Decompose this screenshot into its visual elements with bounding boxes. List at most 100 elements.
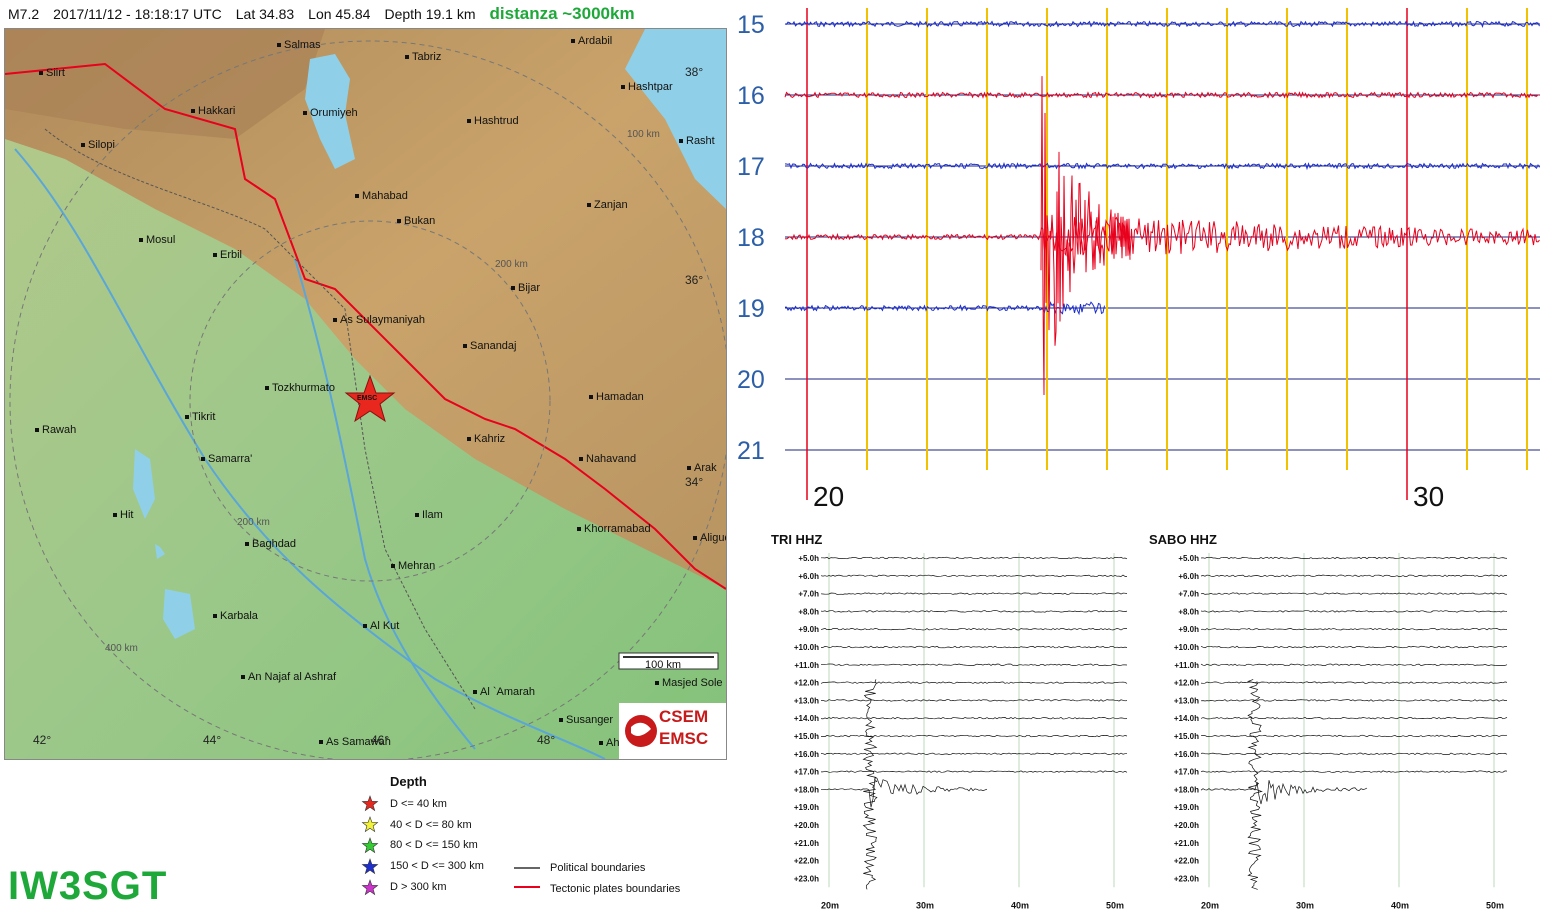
helicorder-hour-label: +13.0h	[794, 696, 819, 705]
helicorder-hour-label: +11.0h	[1174, 661, 1199, 670]
helicorder-hour-label: +5.0h	[798, 554, 819, 563]
helicorder-hour-label: +15.0h	[1174, 732, 1199, 741]
helicorder-hour-label: +16.0h	[1174, 750, 1199, 759]
helicorder-hour-label: +11.0h	[794, 661, 819, 670]
distance-ring-label: 100 km	[627, 129, 660, 140]
helicorder-trace	[820, 628, 1127, 631]
helicorder-trace	[1200, 663, 1508, 666]
city-label: Siirt	[39, 67, 65, 79]
drum-hour-label: 21	[737, 437, 765, 465]
drum-hour-label: 19	[737, 295, 765, 323]
helicorder-title: TRI HHZ	[771, 532, 822, 547]
city-label: An Najaf al Ashraf	[241, 671, 336, 683]
helicorder-minute-label: 40m	[1011, 901, 1029, 911]
helicorder-trace	[821, 770, 1128, 773]
helicorder-hour-label: +22.0h	[1174, 857, 1199, 866]
helicorder-trace	[1200, 770, 1508, 773]
city-label: Aligud	[693, 532, 726, 544]
helicorder-trace	[820, 592, 1128, 595]
helicorder-hour-label: +9.0h	[1178, 625, 1199, 634]
event-depth: Depth 19.1 km	[384, 6, 476, 22]
helicorder-minute-label: 20m	[821, 901, 839, 911]
city-label: Salmas	[277, 39, 321, 51]
legend-star-icons	[361, 795, 379, 896]
drum-traces	[784, 20, 1540, 396]
helicorder-trace	[1200, 681, 1508, 684]
helicorder-hour-label: +7.0h	[1178, 590, 1199, 599]
helicorder-hour-label: +22.0h	[794, 857, 819, 866]
city-label: Mosul	[139, 234, 175, 246]
helicorder-trace	[820, 699, 1128, 702]
legend-item: 150 < D <= 300 km	[390, 860, 484, 872]
helicorder-trace	[1200, 556, 1508, 560]
legend-item: 40 < D <= 80 km	[390, 819, 472, 831]
drum-minute-labels: 20 30	[806, 470, 1444, 512]
event-header: M7.2 2017/11/12 - 18:18:17 UTC Lat 34.83 Lo…	[8, 4, 733, 26]
helicorder-minute-label: 50m	[1106, 901, 1124, 911]
legend-star-icon	[361, 879, 379, 896]
helicorder-trace	[1200, 645, 1508, 649]
helicorder-trace	[821, 556, 1128, 560]
helicorder-hour-label: +20.0h	[1174, 821, 1199, 830]
helicorder-hour-label: +12.0h	[794, 679, 819, 688]
drum-minute-label: 20	[813, 481, 844, 512]
helicorder-quake-spike	[862, 679, 878, 890]
helicorder-hour-label: +18.0h	[1174, 785, 1199, 794]
helicorder-hour-label: +20.0h	[794, 821, 819, 830]
helicorder-hour-label: +19.0h	[794, 803, 819, 812]
city-label: Khorramabad	[577, 523, 651, 535]
helicorder-minute-label: 40m	[1391, 901, 1409, 911]
helicorder-trace	[1200, 610, 1508, 613]
city-label: Karbala	[213, 610, 258, 622]
helicorder-trace	[1200, 734, 1508, 738]
legend-star-icon	[361, 795, 379, 812]
helicorder-hour-label: +15.0h	[794, 732, 819, 741]
helicorder-hour-label: +23.0h	[794, 874, 819, 883]
helicorder-trace	[820, 681, 1128, 684]
city-label: Masjed Sole	[655, 677, 723, 689]
helicorder-trace	[820, 645, 1128, 649]
emsc-logo-text: EMSC	[659, 729, 709, 748]
helicorder-trace	[820, 610, 1128, 613]
epicenter-label: EMSC	[357, 395, 378, 402]
legend-line-item: Tectonic plates boundaries	[550, 883, 681, 895]
city-label: Hashtrud	[467, 115, 519, 127]
helicorder-trace	[820, 663, 1128, 666]
drum-hour-label: 17	[737, 153, 765, 181]
helicorder-hour-label: +19.0h	[1174, 803, 1199, 812]
city-label: Ilam	[415, 509, 443, 521]
helicorder-trace	[1200, 592, 1508, 595]
helicorder-hour-label: +8.0h	[1178, 607, 1199, 616]
drum-quake-burst	[1040, 76, 1131, 396]
helicorder-hour-label: +21.0h	[1174, 839, 1199, 848]
city-label: Ardabil	[571, 35, 612, 47]
helicorder-minute-label: 30m	[1296, 901, 1314, 911]
legend-item: 80 < D <= 150 km	[390, 839, 478, 851]
event-distance: distanza ~3000km	[489, 4, 635, 23]
helicorder-hour-label: +10.0h	[794, 643, 819, 652]
city-label: Tozkhurmato	[265, 382, 335, 394]
helicorder-hour-label: +9.0h	[798, 625, 819, 634]
lat-label: 38°	[685, 65, 704, 79]
distance-ring-label: 200 km	[237, 517, 270, 528]
helicorder-minute-label: 20m	[1201, 901, 1219, 911]
city-label: Orumiyeh	[303, 107, 358, 119]
station-callsign: IW3SGT	[8, 864, 168, 908]
helicorder-trace	[1200, 752, 1508, 756]
helicorder-hour-label: +8.0h	[798, 607, 819, 616]
epicenter-map: EMSC 100 km CSEM EMSC Salmas Tabriz Arda…	[4, 28, 727, 760]
drum-trace	[784, 216, 1540, 256]
legend-item: D <= 40 km	[390, 798, 447, 810]
city-label: Rasht	[679, 135, 715, 147]
legend-star-icon	[361, 816, 379, 833]
legend-star-icon	[361, 837, 379, 854]
city-label: As Sulaymaniyah	[333, 314, 425, 326]
drum-hour-labels: 15 16 17 18 19 20 21	[737, 11, 765, 465]
scale-bar-label: 100 km	[645, 659, 682, 671]
helicorder-trace	[821, 734, 1128, 738]
city-label: Arak	[687, 462, 717, 474]
helicorder-sabo: SABO HHZ 20m 30m 40m 50m +5.0h +6.0h +7.0h +8.0…	[1149, 532, 1508, 911]
city-label: Tabriz	[405, 51, 441, 63]
drum-hour-label: 18	[737, 224, 765, 252]
city-label: Sanandaj	[463, 340, 517, 352]
